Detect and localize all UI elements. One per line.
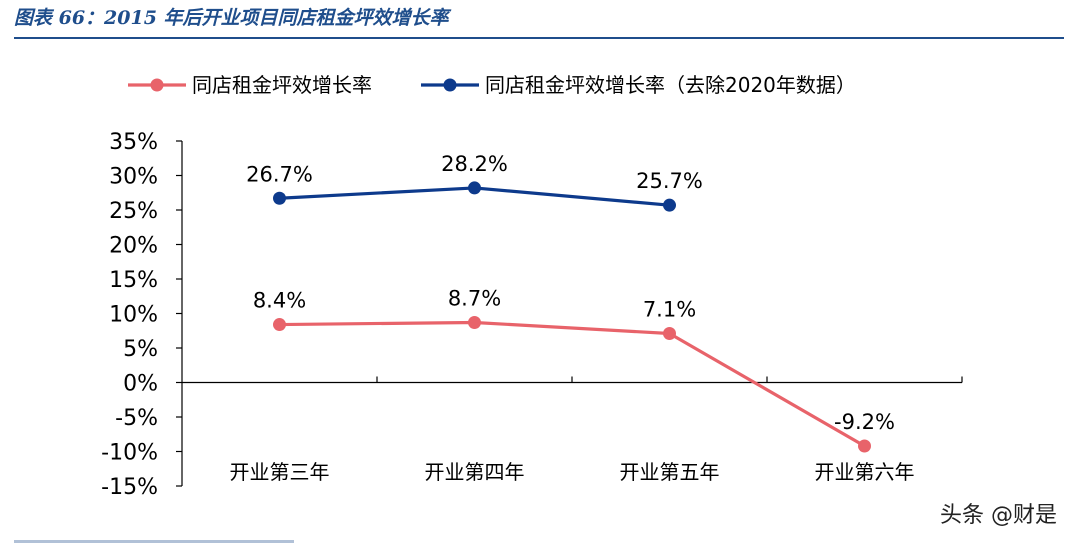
y-tick-label: 15% bbox=[109, 268, 158, 293]
legend-marker bbox=[150, 78, 164, 92]
title-rule bbox=[14, 37, 1064, 39]
y-tick-label: -5% bbox=[115, 406, 158, 431]
figure-title: 图表 66：2015 年后开业项目同店租金坪效增长率 bbox=[14, 7, 449, 29]
data-point bbox=[663, 198, 676, 212]
series-layer: 8.4% 8.7% 7.1% -9.2% 26.7% 28.2% 25.7% bbox=[246, 152, 895, 453]
data-label: 8.7% bbox=[448, 286, 501, 310]
y-tick-label: 10% bbox=[109, 303, 158, 328]
watermark: 头条 @财是 bbox=[940, 503, 1057, 528]
y-tick-label: 20% bbox=[109, 234, 158, 259]
data-point bbox=[468, 181, 481, 195]
data-label: 7.1% bbox=[643, 298, 696, 322]
x-axis: 开业第三年 开业第四年 开业第五年 开业第六年 bbox=[182, 376, 963, 484]
x-category-label: 开业第六年 bbox=[815, 460, 915, 484]
y-tick-label: 30% bbox=[109, 165, 158, 190]
y-tick-label: -15% bbox=[101, 475, 158, 500]
x-category-label: 开业第四年 bbox=[425, 460, 525, 484]
cropped-source-line bbox=[14, 540, 294, 543]
y-tick-label: 5% bbox=[123, 337, 158, 362]
data-point bbox=[273, 318, 286, 332]
y-tick-label: 25% bbox=[109, 199, 158, 224]
data-label: 8.4% bbox=[253, 289, 306, 313]
y-tick-label: 0% bbox=[123, 372, 158, 397]
data-label: 25.7% bbox=[636, 169, 703, 193]
legend-label: 同店租金坪效增长率（去除2020年数据） bbox=[485, 73, 856, 97]
data-point bbox=[468, 315, 481, 329]
data-point bbox=[663, 327, 676, 341]
y-tick-label: 35% bbox=[109, 130, 158, 155]
y-axis: 35% 30% 25% 20% 15% 10% 5% 0% -5% -10% -15% bbox=[101, 130, 183, 500]
x-category-label: 开业第三年 bbox=[230, 460, 330, 484]
data-point bbox=[273, 191, 286, 205]
legend-marker bbox=[443, 78, 457, 92]
data-label: 26.7% bbox=[246, 162, 313, 186]
chart-legend: 同店租金坪效增长率 同店租金坪效增长率（去除2020年数据） bbox=[128, 73, 856, 97]
legend-label: 同店租金坪效增长率 bbox=[192, 73, 372, 97]
series-line-1 bbox=[279, 320, 866, 448]
x-category-label: 开业第五年 bbox=[620, 460, 720, 484]
data-point bbox=[858, 439, 871, 453]
y-tick-label: -10% bbox=[101, 441, 158, 466]
data-label: -9.2% bbox=[834, 410, 895, 434]
data-label: 28.2% bbox=[441, 152, 508, 176]
